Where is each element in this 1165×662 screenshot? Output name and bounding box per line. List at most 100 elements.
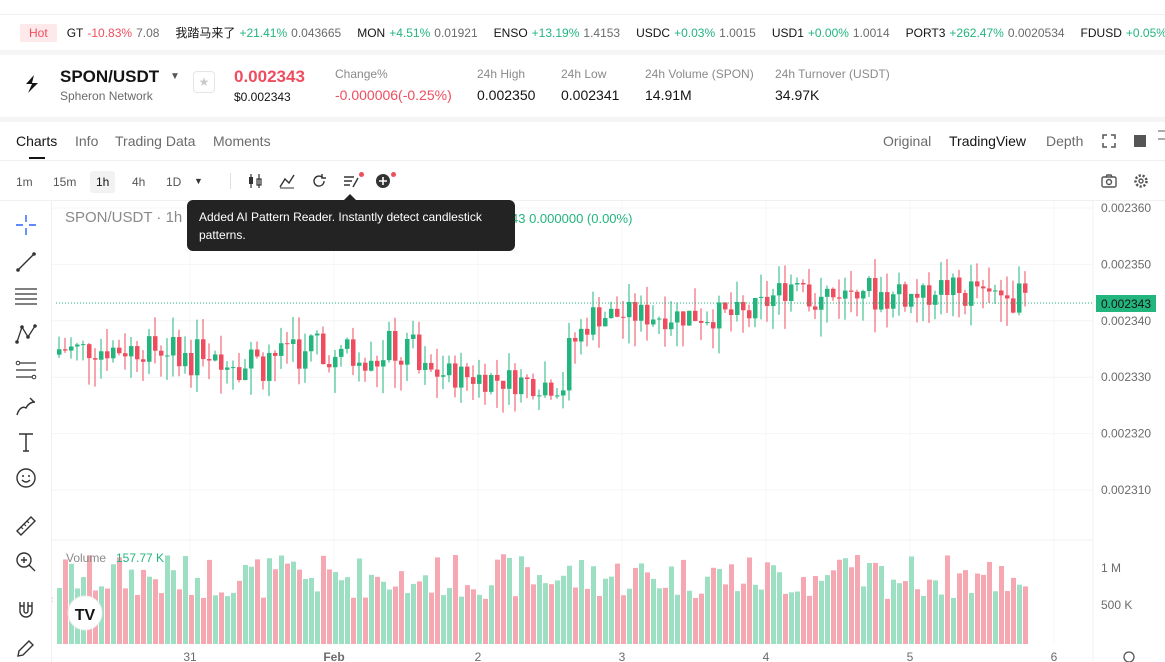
- emoji-icon[interactable]: [14, 466, 38, 490]
- candlestick-icon[interactable]: [246, 172, 264, 190]
- volume-bar: [711, 567, 716, 644]
- volume-value: 157.77 K: [116, 551, 164, 565]
- tab-tradingview[interactable]: TradingView: [949, 133, 1027, 149]
- candle-body: [291, 339, 296, 344]
- ticker-change: +4.51%: [389, 26, 431, 40]
- volume-bar: [267, 558, 272, 644]
- pattern-tool-icon[interactable]: [14, 322, 38, 346]
- timeframe-4h[interactable]: 4h: [132, 175, 146, 189]
- fib-retracement-icon[interactable]: [14, 358, 38, 382]
- ticker-symbol: GT: [66, 26, 84, 40]
- candle-body: [759, 296, 764, 298]
- ticker-item[interactable]: PORT3 +262.47% 0.0020534: [906, 26, 1065, 40]
- timeframe-15m[interactable]: 15m: [53, 175, 77, 189]
- ticker-item[interactable]: ENSO +13.19% 1.4153: [494, 26, 620, 40]
- volume-bar: [189, 594, 194, 644]
- hot-badge[interactable]: Hot: [20, 23, 57, 42]
- candle-body: [663, 318, 668, 330]
- volume-bar: [555, 580, 560, 644]
- ticker-symbol: PORT3: [905, 26, 946, 40]
- candle-body: [507, 370, 512, 389]
- candle-body: [321, 333, 326, 365]
- candle-body: [831, 288, 836, 298]
- volume-bar: [447, 588, 452, 644]
- ticker-item[interactable]: USDC +0.03% 1.0015: [636, 26, 756, 40]
- candle-body: [861, 291, 866, 299]
- menu-icon[interactable]: [1158, 130, 1165, 140]
- candlestick-chart[interactable]: 0.002360 0.002350 0.002340 0.002330 0.002320…: [52, 201, 1165, 662]
- timeframe-1h[interactable]: 1h: [90, 171, 116, 193]
- ticker-item[interactable]: GT -10.83% 7.08: [67, 26, 160, 40]
- candle-body: [963, 292, 968, 306]
- volume-bar: [117, 557, 122, 644]
- volume-bar: [111, 564, 116, 644]
- indicators-icon[interactable]: [278, 172, 296, 190]
- tradingview-logo[interactable]: [67, 595, 103, 631]
- stat-high: 24h High 0.002350: [477, 67, 535, 103]
- candle-body: [183, 352, 188, 367]
- camera-icon[interactable]: [1100, 172, 1118, 190]
- divider: [0, 117, 1165, 122]
- fullscreen-icon[interactable]: [1102, 134, 1116, 148]
- zoom-in-icon[interactable]: [14, 550, 38, 574]
- chevron-down-icon[interactable]: ▼: [170, 71, 180, 82]
- ticker-item[interactable]: FDUSD+0.05%0.9: [1081, 26, 1165, 40]
- tab-original[interactable]: Original: [883, 133, 932, 149]
- candle-body: [849, 290, 854, 292]
- candle-body: [645, 304, 650, 325]
- pair-title[interactable]: SPON/USDT: [60, 67, 160, 86]
- volume-bar: [993, 591, 998, 644]
- divider: [230, 173, 231, 189]
- trend-line-icon[interactable]: [14, 250, 38, 274]
- horizontal-lines-icon[interactable]: [14, 285, 38, 309]
- magnet-icon[interactable]: [14, 598, 38, 622]
- ticker-item[interactable]: USD1 +0.00% 1.0014: [772, 26, 890, 40]
- volume-bar: [477, 594, 482, 644]
- collapse-arrow-icon[interactable]: ‹: [52, 594, 54, 606]
- candle-body: [783, 283, 788, 301]
- ticker-item[interactable]: MON +4.51% 0.01921: [357, 26, 477, 40]
- refresh-icon[interactable]: [310, 172, 328, 190]
- chevron-down-icon[interactable]: ▼: [194, 176, 203, 186]
- tab-charts[interactable]: Charts: [16, 133, 58, 149]
- gear-icon[interactable]: [1132, 172, 1150, 190]
- timeframe-1m[interactable]: 1m: [16, 175, 33, 189]
- favorite-star-icon[interactable]: ★: [193, 71, 215, 93]
- candle-body: [603, 318, 608, 327]
- settings-small-icon[interactable]: [1123, 651, 1135, 662]
- volume-bar: [723, 584, 728, 644]
- candle-body: [531, 379, 536, 396]
- tab-info[interactable]: Info: [75, 133, 99, 149]
- ticker-price: 1.4153: [583, 26, 621, 40]
- add-circle-icon[interactable]: [374, 172, 392, 190]
- ruler-icon[interactable]: [14, 514, 38, 538]
- volume-bar: [765, 562, 770, 644]
- volume-bar: [951, 597, 956, 644]
- volume-bar: [969, 592, 974, 644]
- tab-depth[interactable]: Depth: [1046, 133, 1084, 149]
- crosshair-icon[interactable]: [14, 213, 38, 237]
- layout-square-icon[interactable]: [1134, 135, 1146, 147]
- ticker-item[interactable]: 我踏马来了 +21.41% 0.043665: [175, 26, 341, 40]
- ticker-price: 0.01921: [434, 26, 478, 40]
- volume-bar: [513, 596, 518, 644]
- tab-moments[interactable]: Moments: [213, 133, 271, 149]
- brush-icon[interactable]: [14, 394, 38, 418]
- candle-body: [213, 354, 218, 361]
- ticker-symbol: USDC: [636, 26, 671, 40]
- volume-bar: [465, 585, 470, 644]
- timeframe-1d[interactable]: 1D: [166, 175, 182, 189]
- text-tool-icon[interactable]: [14, 430, 38, 454]
- volume-bar: [921, 595, 926, 644]
- chart-area[interactable]: 0.002360 0.002350 0.002340 0.002330 0.002320…: [52, 201, 1165, 662]
- candle-body: [231, 367, 236, 369]
- candle-body: [699, 320, 704, 323]
- pattern-reader-icon[interactable]: [342, 172, 360, 190]
- candle-body: [297, 339, 302, 369]
- candle-body: [615, 308, 620, 317]
- candle-body: [423, 362, 428, 370]
- volume-bar: [987, 561, 992, 644]
- candle-body: [579, 328, 584, 342]
- tab-trading-data[interactable]: Trading Data: [115, 133, 196, 149]
- pencil-lock-icon[interactable]: [14, 636, 38, 660]
